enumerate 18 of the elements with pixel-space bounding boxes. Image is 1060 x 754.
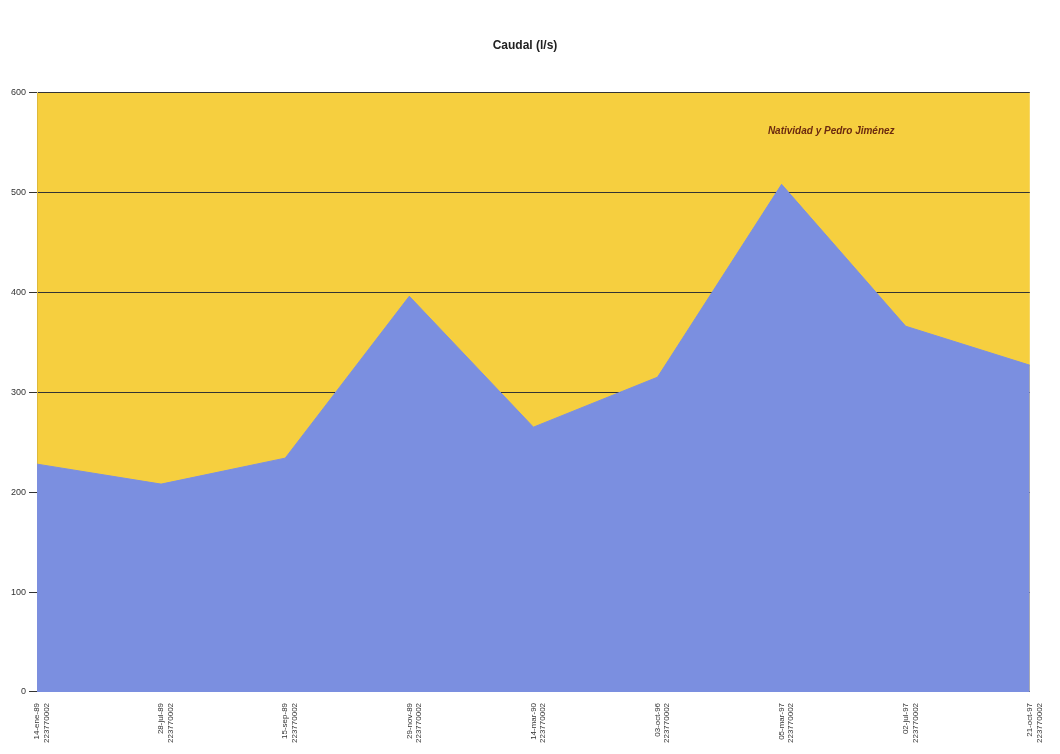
x-tick-label: 15-sep-89 223770002 bbox=[280, 702, 300, 743]
annotation: Natividad y Pedro Jiménez bbox=[767, 125, 895, 137]
x-tick-label: 03-oct-96 223770002 bbox=[652, 702, 672, 743]
y-tick-label: 400 bbox=[10, 286, 27, 297]
x-tick-label: 02-jul-97 223770002 bbox=[900, 702, 920, 743]
y-tick-label: 600 bbox=[10, 86, 27, 97]
y-tick-label: 300 bbox=[10, 386, 27, 397]
chart-title: Caudal (l/s) bbox=[492, 37, 558, 52]
x-tick-label: 29-nov-89 223770002 bbox=[404, 702, 424, 743]
x-tick-label: 21-oct-97 223770002 bbox=[1025, 702, 1044, 743]
y-tick-label: 500 bbox=[10, 186, 27, 197]
x-tick-label: 14-mar-90 223770002 bbox=[528, 702, 548, 743]
y-tick-label: 200 bbox=[10, 486, 27, 497]
x-tick-label: 28-jul-89 223770002 bbox=[156, 702, 175, 743]
y-tick-label: 0 bbox=[21, 686, 27, 697]
x-tick-label: 14-ene-89 223770002 bbox=[32, 702, 51, 743]
x-tick-label: 05-mar-97 223770002 bbox=[776, 702, 796, 743]
y-tick-label: 100 bbox=[10, 586, 27, 597]
